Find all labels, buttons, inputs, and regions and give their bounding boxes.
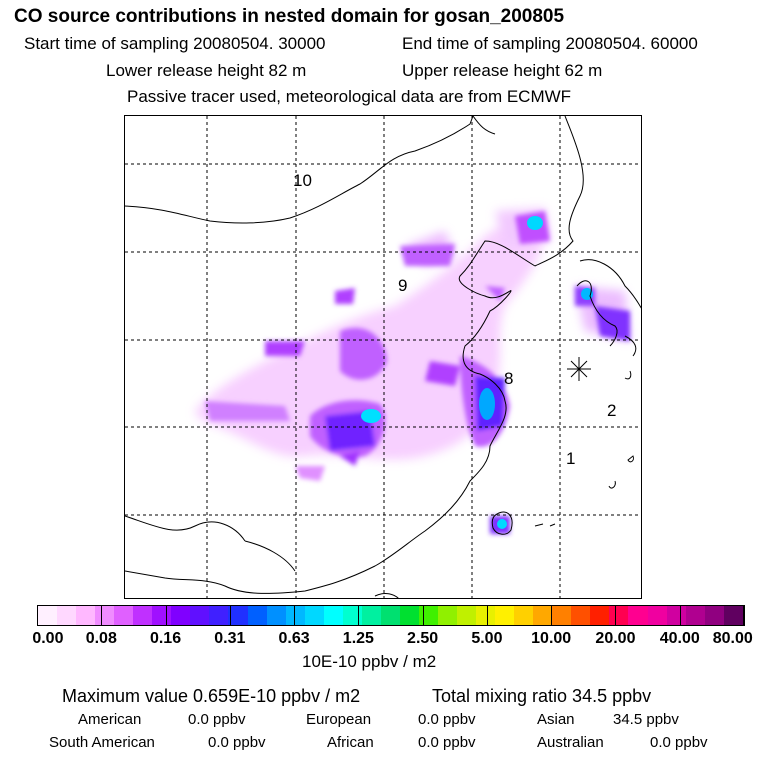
colorbar-segment (533, 606, 553, 625)
colorbar-segment (399, 606, 419, 625)
region-label: 8 (504, 369, 513, 388)
colorbar-tick (358, 605, 360, 626)
colorbar-tick (37, 605, 38, 626)
colorbar-segment (57, 606, 77, 625)
colorbar-segment (190, 606, 210, 625)
colorbar-tick (744, 605, 745, 626)
region-label: 2 (607, 401, 616, 420)
colorbar-tick (679, 605, 681, 626)
colorbar-segment (304, 606, 324, 625)
source-value: 0.0 ppbv (650, 734, 708, 751)
colorbar-tick-label: 80.00 (712, 630, 753, 647)
colorbar-segment (418, 606, 438, 625)
colorbar-segment (723, 606, 743, 625)
colorbar-segment (609, 606, 629, 625)
source-name: European (306, 711, 372, 728)
colorbar-tick (294, 605, 296, 626)
colorbar-tick-label: 0.00 (32, 630, 64, 647)
colorbar-segment (95, 606, 115, 625)
colorbar-tick-label: 5.00 (471, 630, 503, 647)
max-value-label: Maximum value 0.659E-10 ppbv / m2 (62, 686, 361, 706)
colorbar-segment (514, 606, 534, 625)
colorbar-tick-label: 0.08 (85, 630, 117, 647)
colorbar-segment (380, 606, 400, 625)
colorbar-segment (437, 606, 458, 625)
colorbar-segment (571, 606, 591, 625)
colorbar-segment (666, 606, 686, 625)
plume-field (195, 208, 630, 534)
source-value: 0.0 ppbv (188, 711, 246, 728)
colorbar-segment (361, 606, 381, 625)
source-value: 34.5 ppbv (613, 711, 679, 728)
colorbar-segment (152, 606, 172, 625)
colorbar-segment (628, 606, 648, 625)
coastlines (125, 116, 641, 598)
colorbar-segment (495, 606, 515, 625)
source-name: African (327, 734, 374, 751)
colorbar-segment (247, 606, 267, 625)
source-name: American (78, 711, 142, 728)
colorbar-tick-label: 10.00 (531, 630, 572, 647)
region-label: 10 (293, 171, 312, 190)
colorbar-segment (457, 606, 477, 625)
colorbar-tick-label: 0.16 (149, 630, 182, 647)
colorbar-segment (704, 606, 724, 625)
colorbar-tick (486, 605, 488, 626)
start-time-label: Start time of sampling 20080504. 30000 (24, 34, 326, 53)
colorbar-tick-label: 20.00 (595, 630, 636, 647)
colorbar-segment (133, 606, 153, 625)
colorbar-segment (266, 606, 286, 625)
colorbar-tick-label: 2.50 (407, 630, 439, 647)
source-value: 0.0 ppbv (208, 734, 266, 751)
graticule (125, 116, 641, 598)
map-canvas: 10 9 8 2 1 (125, 116, 641, 598)
colorbar-units: 10E-10 ppbv / m2 (302, 652, 437, 671)
end-time-label: End time of sampling 20080504. 60000 (402, 34, 698, 53)
colorbar-segment (552, 606, 572, 625)
map-panel: 10 9 8 2 1 (124, 115, 642, 599)
colorbar-tick-label: 1.25 (342, 630, 374, 647)
source-value: 0.0 ppbv (418, 711, 476, 728)
colorbar-tick-label: 40.00 (659, 630, 700, 647)
source-value: 0.0 ppbv (418, 734, 476, 751)
colorbar-segment (685, 606, 705, 625)
colorbar (37, 605, 744, 626)
upper-height-label: Upper release height 62 m (402, 61, 603, 80)
colorbar-tick (551, 605, 553, 626)
colorbar-tick-label: 0.31 (214, 630, 246, 647)
source-name: Australian (537, 734, 604, 751)
colorbar-segment (647, 606, 667, 625)
source-name: South American (49, 734, 155, 751)
tracer-note: Passive tracer used, meteorological data… (127, 87, 572, 106)
figure-title: CO source contributions in nested domain… (14, 6, 565, 27)
region-label: 9 (398, 276, 407, 295)
colorbar-segment (590, 606, 610, 625)
colorbar-tick (615, 605, 617, 626)
lower-height-label: Lower release height 82 m (106, 61, 307, 80)
colorbar-tick (422, 605, 424, 626)
region-label: 1 (566, 449, 575, 468)
colorbar-segment (285, 606, 305, 625)
colorbar-segment (38, 606, 58, 625)
colorbar-segment (114, 606, 134, 625)
colorbar-segment (228, 606, 248, 625)
colorbar-tick (165, 605, 167, 626)
colorbar-segment (171, 606, 191, 625)
source-name: Asian (537, 711, 575, 728)
colorbar-segment (476, 606, 496, 625)
colorbar-tick-label: 0.63 (278, 630, 310, 647)
colorbar-tick (229, 605, 231, 626)
colorbar-segment (76, 606, 96, 625)
total-mixing-label: Total mixing ratio 34.5 ppbv (432, 686, 652, 706)
colorbar-segment (342, 606, 362, 625)
receptor-asterisk-icon (567, 357, 591, 381)
colorbar-segment (323, 606, 343, 625)
colorbar-segment (209, 606, 229, 625)
colorbar-tick (101, 605, 103, 626)
